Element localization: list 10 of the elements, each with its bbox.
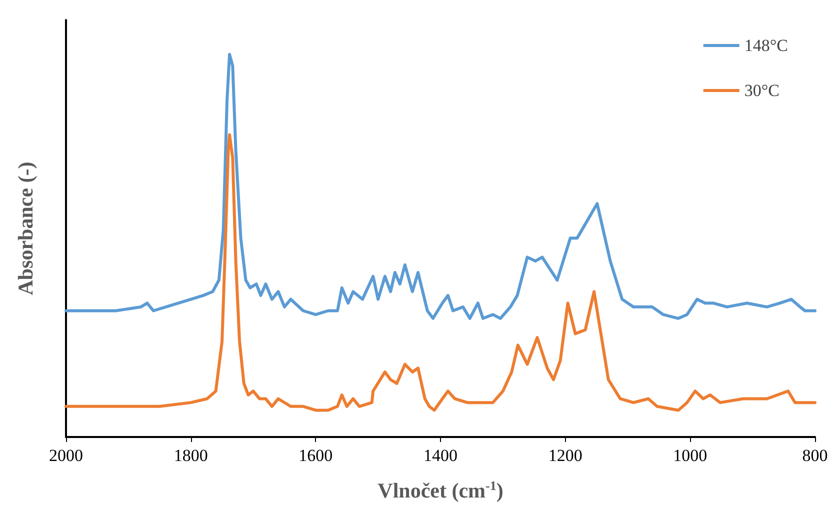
x-tick-label: 1800	[174, 446, 208, 465]
x-tick-label: 1000	[673, 446, 708, 465]
y-axis-title: Absorbance (-)	[14, 162, 38, 296]
x-tick-label: 1600	[298, 446, 333, 465]
legend-label: 30°C	[744, 81, 780, 100]
x-tick-label: 800	[802, 446, 828, 465]
x-tick-label: 1400	[424, 446, 458, 465]
x-tick-label: 1200	[548, 446, 582, 465]
x-tick-label: 2000	[49, 446, 83, 465]
legend-label: 148°C	[744, 36, 788, 55]
